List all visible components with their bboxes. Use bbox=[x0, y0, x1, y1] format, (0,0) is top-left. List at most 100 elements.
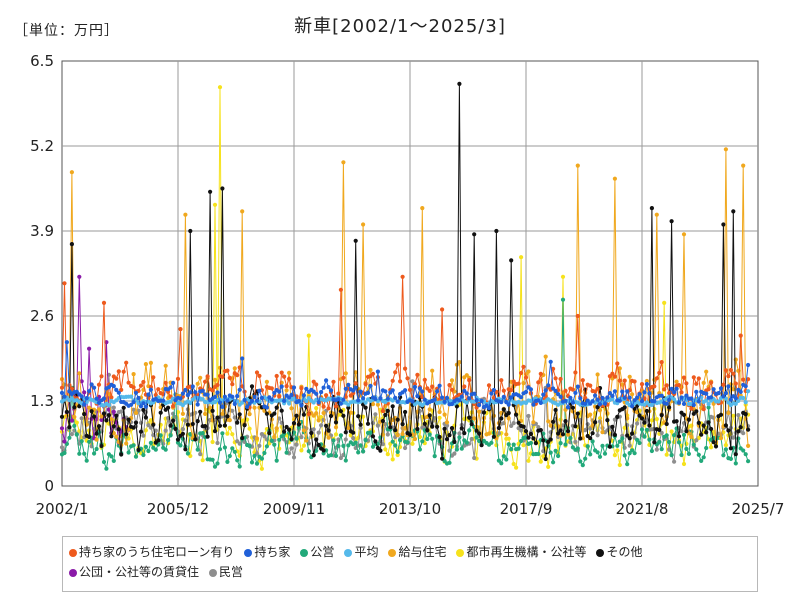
data-point bbox=[225, 459, 230, 464]
data-point bbox=[733, 452, 738, 457]
data-point bbox=[326, 406, 331, 411]
data-point bbox=[94, 396, 99, 401]
data-point bbox=[87, 434, 92, 439]
data-point bbox=[171, 404, 176, 409]
data-point bbox=[193, 437, 198, 442]
x-axis-ticks: 2002/1 2005/12 2009/11 2013/10 2017/9 2021/8 2… bbox=[36, 500, 785, 518]
data-point bbox=[212, 202, 218, 207]
data-point bbox=[282, 374, 287, 379]
data-point bbox=[129, 394, 134, 399]
data-point bbox=[733, 381, 738, 386]
data-point bbox=[551, 460, 556, 465]
data-point bbox=[521, 443, 526, 448]
data-point bbox=[607, 444, 613, 449]
data-point bbox=[701, 455, 706, 460]
data-point bbox=[481, 410, 487, 415]
data-point bbox=[338, 287, 343, 292]
data-point bbox=[632, 379, 637, 384]
data-point bbox=[605, 418, 610, 423]
data-point bbox=[610, 371, 615, 376]
data-point bbox=[526, 413, 531, 419]
data-point bbox=[657, 427, 662, 432]
data-point bbox=[501, 388, 506, 393]
data-point bbox=[237, 441, 242, 446]
data-point bbox=[235, 420, 240, 425]
data-point bbox=[254, 370, 260, 375]
data-point bbox=[111, 424, 116, 429]
data-point bbox=[188, 400, 193, 406]
data-point bbox=[301, 393, 306, 398]
data-point bbox=[602, 451, 608, 456]
legend-item: 持ち家 bbox=[244, 542, 290, 562]
data-point bbox=[124, 360, 129, 365]
data-point bbox=[138, 404, 144, 409]
data-point bbox=[343, 458, 348, 463]
data-point bbox=[728, 446, 734, 451]
x-tick-label: 2009/11 bbox=[263, 500, 325, 518]
data-point bbox=[215, 390, 220, 395]
data-point bbox=[578, 459, 583, 464]
data-point bbox=[353, 381, 358, 386]
data-point bbox=[496, 425, 501, 431]
data-point bbox=[109, 395, 114, 400]
data-point bbox=[341, 413, 346, 418]
data-point bbox=[593, 389, 598, 394]
data-point bbox=[133, 410, 139, 415]
data-point bbox=[452, 439, 457, 444]
data-point bbox=[358, 389, 363, 394]
data-point bbox=[474, 398, 479, 403]
data-point bbox=[237, 464, 242, 469]
data-point bbox=[657, 370, 662, 375]
data-point bbox=[563, 398, 568, 403]
data-point bbox=[649, 448, 655, 454]
data-point bbox=[691, 402, 696, 408]
data-point bbox=[704, 430, 709, 435]
data-point bbox=[67, 389, 72, 394]
data-point bbox=[92, 385, 97, 390]
data-point bbox=[410, 441, 415, 446]
data-point bbox=[536, 380, 541, 385]
data-point bbox=[217, 400, 223, 405]
data-point bbox=[430, 368, 435, 373]
data-point bbox=[235, 373, 240, 378]
legend-marker bbox=[300, 548, 309, 557]
data-point bbox=[141, 407, 146, 413]
data-point bbox=[220, 186, 225, 191]
data-point bbox=[543, 354, 548, 359]
data-point bbox=[556, 453, 561, 459]
data-point bbox=[612, 432, 618, 437]
data-point bbox=[672, 459, 677, 464]
data-point bbox=[469, 422, 474, 427]
data-point bbox=[746, 459, 751, 464]
data-point bbox=[743, 452, 748, 457]
data-point bbox=[272, 434, 277, 439]
data-point bbox=[477, 431, 482, 436]
data-point bbox=[538, 459, 543, 464]
data-point bbox=[627, 443, 632, 448]
legend-item: 給与住宅 bbox=[388, 542, 446, 562]
data-point bbox=[457, 81, 462, 86]
data-point bbox=[82, 390, 87, 395]
data-point bbox=[659, 393, 664, 398]
data-point bbox=[726, 384, 731, 389]
data-point bbox=[138, 383, 144, 388]
data-point bbox=[563, 388, 568, 393]
data-point bbox=[109, 454, 114, 459]
y-tick-label: 2.6 bbox=[30, 307, 54, 325]
data-point bbox=[296, 425, 301, 430]
data-point bbox=[368, 383, 373, 388]
legend-item: 平均 bbox=[344, 542, 378, 562]
data-point bbox=[119, 452, 124, 457]
data-point bbox=[736, 436, 741, 441]
data-point bbox=[412, 382, 417, 387]
data-point bbox=[457, 435, 462, 440]
data-point bbox=[437, 434, 442, 440]
data-point bbox=[259, 395, 264, 400]
data-point bbox=[190, 384, 195, 389]
data-point bbox=[89, 409, 94, 414]
data-point bbox=[669, 219, 674, 224]
series-1 bbox=[59, 340, 751, 411]
data-point bbox=[119, 387, 124, 392]
data-point bbox=[585, 444, 590, 449]
data-point bbox=[328, 453, 334, 458]
